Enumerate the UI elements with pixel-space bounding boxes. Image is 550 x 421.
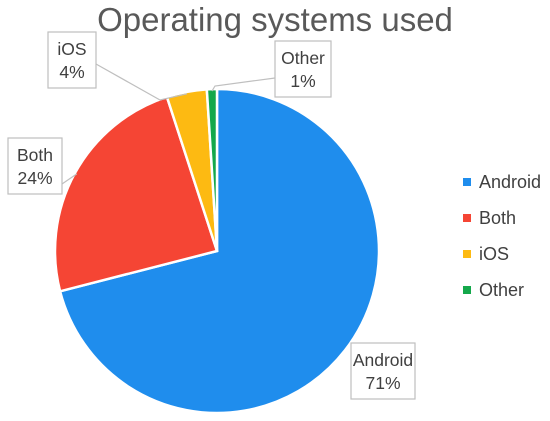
data-label-both: Both 24%: [7, 137, 63, 195]
data-label-box-both: [7, 137, 63, 195]
legend-label-android: Android: [479, 172, 541, 192]
legend-swatch-ios: [463, 250, 471, 258]
chart-title: Operating systems used: [97, 1, 453, 38]
data-label-box-android: [350, 342, 416, 400]
leader-line-other: [211, 77, 276, 92]
data-label-category-other: Other: [281, 48, 325, 68]
data-label-value-ios: 4%: [59, 62, 84, 82]
legend-item-android: Android: [463, 172, 541, 192]
leader-lines: [61, 63, 276, 185]
legend-swatch-both: [463, 214, 471, 222]
slice-android: [58, 87, 381, 415]
leader-line-both: [61, 173, 78, 185]
legend-item-ios: iOS: [463, 244, 509, 264]
legend-item-both: Both: [463, 208, 516, 228]
pie-slices: [53, 87, 381, 415]
data-label-android: Android 71%: [350, 342, 416, 400]
data-label-box-ios: [47, 31, 97, 89]
slice-other: [205, 87, 219, 252]
leader-line-ios: [95, 63, 188, 101]
legend-label-other: Other: [479, 280, 524, 300]
data-label-category-both: Both: [17, 145, 53, 165]
data-label-value-both: 24%: [17, 168, 52, 188]
legend-swatch-other: [463, 286, 471, 294]
legend-item-other: Other: [463, 280, 524, 300]
data-label-callouts: Android 71% Both 24% iOS 4% Other 1%: [7, 31, 416, 400]
data-label-ios: iOS 4%: [47, 31, 97, 89]
data-label-box-other: [274, 40, 332, 98]
legend-swatch-android: [463, 178, 471, 186]
data-label-other: Other 1%: [274, 40, 332, 98]
slice-both: [53, 95, 219, 293]
data-label-value-android: 71%: [365, 373, 400, 393]
data-label-category-ios: iOS: [57, 39, 86, 59]
legend: Android Both iOS Other: [463, 172, 541, 300]
legend-label-both: Both: [479, 208, 516, 228]
data-label-value-other: 1%: [290, 71, 315, 91]
data-label-category-android: Android: [353, 350, 413, 370]
legend-label-ios: iOS: [479, 244, 509, 264]
